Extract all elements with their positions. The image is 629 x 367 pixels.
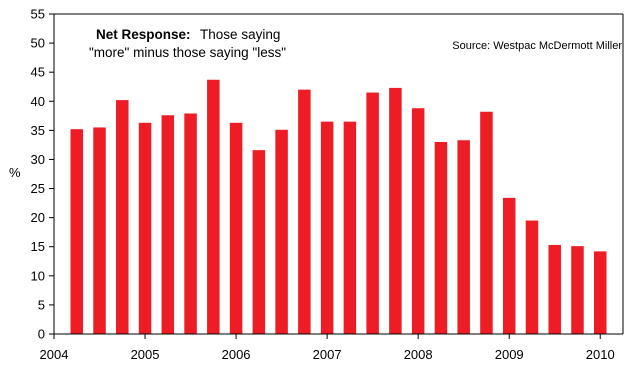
- bar: [275, 129, 288, 334]
- net-response-annotation: Net Response: Those saying "more" minus …: [89, 27, 286, 60]
- y-tick-label: 35: [31, 123, 45, 138]
- x-tick-label: 2010: [586, 347, 615, 362]
- y-axis-label: %: [9, 165, 21, 180]
- x-tick-label: 2007: [313, 347, 342, 362]
- bars-layer: [70, 79, 607, 335]
- bar: [184, 113, 197, 335]
- bar: [252, 150, 266, 334]
- bar: [366, 92, 379, 334]
- bar: [593, 251, 607, 334]
- bar: [207, 79, 220, 334]
- bar: [434, 142, 448, 334]
- y-tick-label: 55: [31, 7, 45, 22]
- y-tick-label: 45: [31, 65, 45, 80]
- bar: [480, 111, 493, 334]
- y-tick-label: 50: [31, 36, 45, 51]
- bar: [116, 100, 129, 334]
- x-tick-label: 2009: [495, 347, 524, 362]
- bar: [298, 89, 311, 334]
- bar: [571, 246, 584, 334]
- y-tick-label: 5: [38, 297, 45, 312]
- y-tick-label: 15: [31, 239, 45, 254]
- annotation-bold: Net Response:: [96, 27, 191, 42]
- bar: [502, 197, 516, 334]
- x-tick-label: 2008: [404, 347, 433, 362]
- bar: [161, 115, 175, 335]
- x-tick-label: 2006: [222, 347, 251, 362]
- bar: [93, 127, 106, 334]
- y-tick-label: 30: [31, 152, 45, 167]
- x-tick-label: 2004: [40, 347, 69, 362]
- y-tick-label: 25: [31, 181, 45, 196]
- bar: [548, 244, 561, 334]
- y-tick-label: 10: [31, 268, 45, 283]
- annotation-line-2: "more" minus those saying "less": [89, 45, 286, 60]
- bar: [525, 220, 539, 334]
- bar: [411, 108, 425, 334]
- bar: [229, 122, 243, 334]
- labels-layer: 0 5 10 15 20 25 30 35 40 45 50 55 2004 2005 2006 2007 20…: [31, 7, 615, 363]
- bar: [138, 122, 152, 334]
- bar: [343, 121, 357, 334]
- bar: [320, 121, 334, 334]
- bar: [70, 129, 84, 334]
- x-tick-label: 2005: [131, 347, 160, 362]
- bar: [389, 87, 402, 334]
- source-note: Source: Westpac McDermott Miller: [452, 40, 622, 52]
- annotation-line-1: Those saying: [200, 27, 280, 42]
- axes-layer: [49, 13, 624, 339]
- bar: [457, 140, 470, 334]
- y-tick-label: 20: [31, 210, 45, 225]
- svg-text:Net Response: Those sa: Net Response: Those saying: [96, 27, 280, 42]
- y-tick-label: 0: [38, 327, 45, 342]
- y-tick-label: 40: [31, 94, 45, 109]
